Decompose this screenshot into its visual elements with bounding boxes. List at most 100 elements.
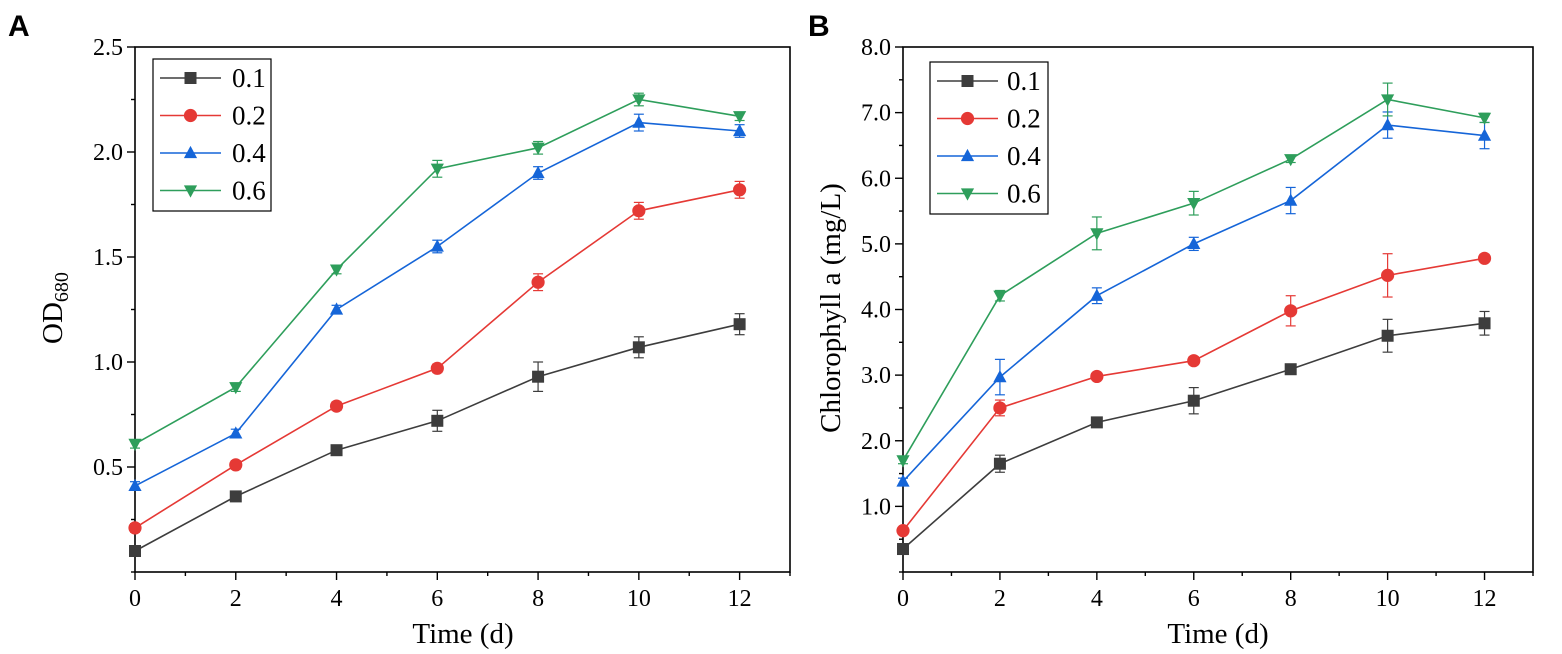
legend-box — [929, 61, 1049, 215]
x-tick-label: 12 — [1473, 586, 1497, 612]
y-tick-label: 0.5 — [93, 455, 123, 481]
y-axis-title-main: Chlorophyll a (mg/L) — [815, 183, 847, 433]
data-point — [1284, 363, 1297, 376]
series-0.1 — [129, 313, 746, 557]
legend-label: 0.4 — [1007, 141, 1041, 171]
y-tick-label: 1.5 — [93, 245, 123, 271]
series-0.2 — [896, 251, 1492, 538]
y-tick-label: 6.0 — [861, 166, 891, 192]
data-point — [1381, 118, 1395, 131]
data-point — [733, 123, 747, 137]
series-line — [134, 323, 740, 552]
y-tick-label: 7.0 — [861, 101, 891, 127]
y-axis-title-subscript: 680 — [51, 272, 73, 302]
legend-label: 0.4 — [232, 138, 266, 168]
y-tick-label: 8.0 — [861, 35, 891, 61]
x-axis-title: Time (d) — [1167, 618, 1268, 650]
data-point — [229, 382, 243, 395]
series-0.2 — [128, 180, 747, 535]
data-point — [632, 115, 646, 128]
y-tick-label: 4.0 — [861, 298, 891, 324]
legend-marker — [183, 145, 198, 159]
legend-label: 0.2 — [1007, 104, 1041, 134]
data-point — [229, 490, 242, 503]
data-point — [128, 438, 142, 451]
y-tick-label: 2.5 — [93, 35, 123, 61]
data-point — [993, 290, 1007, 303]
legend: 0.1 0.2 0.4 0.6 — [929, 61, 1049, 215]
legend-marker — [960, 111, 975, 126]
legend-label: 0.2 — [232, 101, 266, 131]
data-point — [733, 111, 747, 124]
data-point — [128, 521, 142, 535]
data-point — [896, 455, 910, 468]
data-point — [1477, 251, 1492, 265]
data-point — [531, 275, 545, 289]
data-point — [330, 444, 343, 457]
data-point — [1090, 416, 1103, 429]
x-tick-label: 0 — [129, 586, 141, 612]
legend-marker — [960, 188, 975, 201]
data-point — [993, 457, 1006, 470]
legend-label: 0.1 — [232, 63, 266, 93]
legend-marker — [184, 72, 197, 84]
data-point — [632, 204, 646, 218]
data-point — [896, 524, 910, 538]
data-point — [229, 426, 243, 439]
data-point — [532, 370, 545, 383]
data-point — [128, 478, 142, 492]
series-layer — [128, 92, 747, 557]
data-point — [1187, 236, 1201, 250]
y-tick-label: 3.0 — [861, 363, 891, 389]
data-point — [531, 165, 545, 179]
legend-marker — [183, 185, 198, 198]
data-point — [431, 414, 444, 427]
panel-a: A 0 2 4 6 8 10 12 0.5 1.0 1.5 2.0 2.5 Time (d) OD68… — [8, 10, 791, 650]
data-point — [993, 401, 1007, 415]
data-point — [1381, 94, 1395, 107]
legend-label: 0.6 — [1007, 179, 1041, 209]
y-tick-label: 2.0 — [93, 140, 123, 166]
x-tick-label: 8 — [1285, 586, 1297, 612]
data-point — [229, 458, 243, 472]
series-0.4 — [128, 113, 747, 492]
panel-letter: B — [808, 10, 830, 43]
data-point — [1284, 154, 1298, 167]
legend-label: 0.6 — [232, 176, 266, 206]
data-point — [329, 302, 344, 315]
x-tick-label: 8 — [532, 586, 544, 612]
data-point — [632, 341, 645, 354]
x-tick-label: 10 — [1376, 586, 1400, 612]
data-point — [1478, 317, 1491, 330]
legend-label: 0.1 — [1007, 66, 1041, 96]
data-point — [1187, 394, 1200, 407]
data-point — [430, 163, 444, 176]
data-point — [531, 142, 545, 155]
data-point — [733, 318, 746, 331]
data-point — [430, 239, 444, 252]
x-tick-label: 0 — [897, 586, 909, 612]
data-point — [1090, 369, 1104, 384]
data-point — [430, 361, 444, 375]
series-0.6 — [128, 92, 747, 451]
y-tick-label: 5.0 — [861, 232, 891, 258]
data-point — [1187, 198, 1201, 211]
data-point — [1090, 288, 1104, 301]
data-point — [129, 545, 141, 557]
data-point — [1477, 128, 1492, 141]
data-point — [1284, 193, 1298, 206]
panel-b: B 0 2 4 6 8 10 12 1.0 2.0 3.0 4.0 5.0 6.0 7.0 8.0 Time… — [808, 10, 1534, 650]
panel-letter: A — [8, 10, 30, 43]
y-tick-label: 2.0 — [861, 429, 891, 455]
y-tick-label: 1.0 — [93, 350, 123, 376]
legend-marker — [960, 148, 975, 162]
y-tick-label: 1.0 — [861, 494, 891, 520]
y-axis-title: OD680 — [37, 272, 73, 344]
x-tick-label: 6 — [431, 586, 443, 612]
x-tick-label: 4 — [331, 586, 343, 612]
y-axis-title: Chlorophyll a (mg/L) — [815, 183, 847, 433]
legend-marker — [961, 75, 974, 87]
data-point — [1477, 112, 1492, 125]
data-point — [993, 370, 1007, 383]
y-axis-title-main: OD — [37, 302, 69, 344]
